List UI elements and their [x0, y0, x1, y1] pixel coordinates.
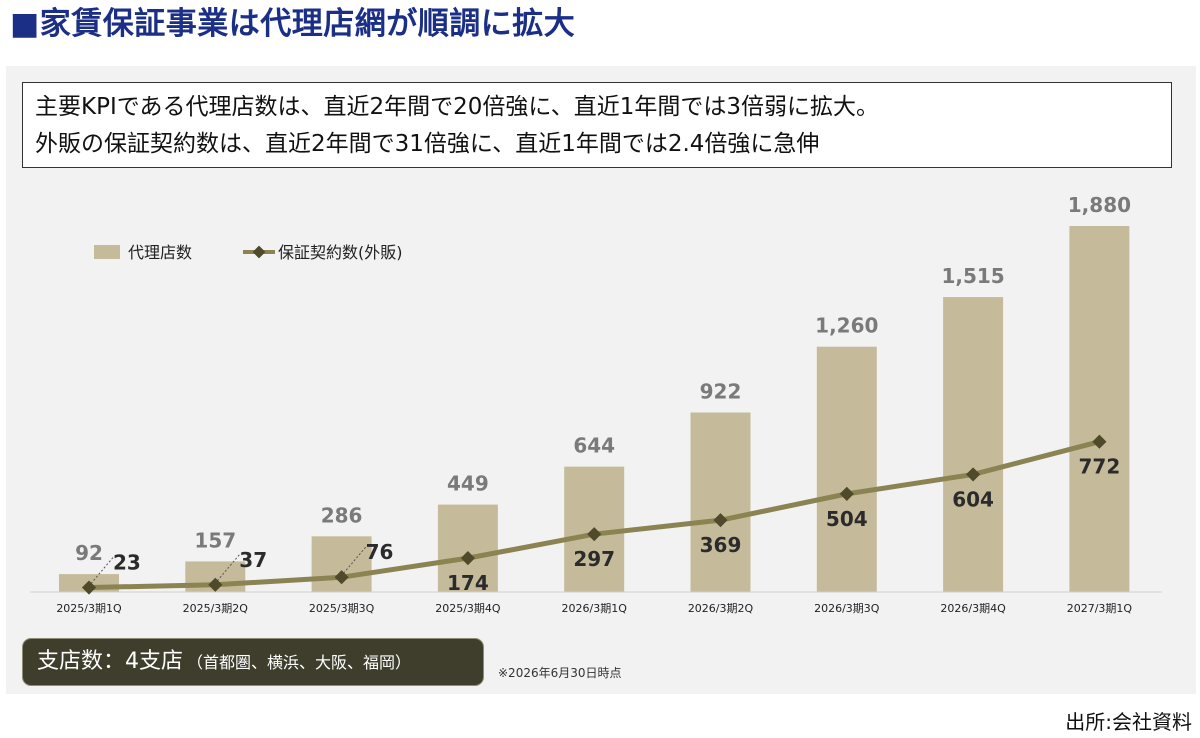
- branch-count-detail: （首都圏、横浜、大阪、福岡）: [187, 653, 412, 672]
- line-marker-9: [1092, 434, 1107, 449]
- line-label-8: 604: [952, 487, 994, 511]
- bar-7: [816, 346, 877, 592]
- line-label-6: 369: [700, 533, 742, 557]
- line-labels-group: 23 37 76 174 297 369 504 604 772: [113, 455, 1120, 595]
- leader-lines-group: [90, 546, 366, 584]
- line-marker-2: [208, 577, 223, 592]
- bar-9: [1069, 226, 1130, 592]
- leader-line-1: [90, 557, 114, 584]
- line-marker-5: [587, 527, 602, 542]
- page-title: ■家賃保証事業は代理店網が順調に拡大: [10, 6, 576, 42]
- branch-count-box: 支店数：4支店 （首都圏、横浜、大阪、福岡）: [22, 638, 484, 686]
- line-marker-4: [460, 551, 475, 566]
- legend-swatch-bar: [94, 245, 120, 259]
- leader-line-3: [343, 546, 366, 574]
- x-tick-label-1: 2025/3期1Q: [56, 602, 122, 615]
- bar-label-7: 1,260: [815, 314, 878, 338]
- line-marker-3: [334, 570, 349, 585]
- x-tick-label-6: 2026/3期2Q: [688, 602, 754, 615]
- legend-label-line: 保証契約数(外販): [278, 243, 403, 262]
- legend: 代理店数 保証契約数(外販): [94, 243, 403, 262]
- bar-label-9: 1,880: [1068, 193, 1131, 217]
- x-tick-label-9: 2027/3期1Q: [1067, 602, 1133, 615]
- line-marker-6: [713, 513, 728, 528]
- bar-label-4: 449: [447, 472, 489, 496]
- kpi-line-2: 外販の保証契約数は、直近2年間で31倍強に、直近1年間では2.4倍強に急伸: [35, 131, 820, 157]
- bar-8: [943, 297, 1004, 592]
- line-label-2: 37: [239, 548, 267, 572]
- x-tick-label-5: 2026/3期1Q: [562, 602, 628, 615]
- leader-line-2: [216, 554, 240, 582]
- kpi-line-1: 主要KPIである代理店数は、直近2年間で20倍強に、直近1年間では3倍弱に拡大。: [35, 94, 879, 120]
- x-tick-label-4: 2025/3期4Q: [435, 602, 501, 615]
- markers-group: [81, 434, 1107, 595]
- line-label-9: 772: [1079, 455, 1121, 479]
- bar-labels-group: 92 157 286 449 644 922 1,260 1,515 1,880: [75, 193, 1131, 565]
- date-note: ※2026年6月30日時点: [498, 666, 622, 680]
- line-label-7: 504: [826, 507, 868, 531]
- bar-label-1: 92: [75, 541, 103, 565]
- x-tick-label-2: 2025/3期2Q: [183, 602, 249, 615]
- branch-count-main: 支店数：4支店: [37, 649, 183, 674]
- line-marker-8: [966, 467, 981, 482]
- line-label-4: 174: [447, 571, 489, 595]
- x-tick-label-8: 2026/3期4Q: [940, 602, 1006, 615]
- legend-swatch-marker: [252, 245, 266, 259]
- line-label-5: 297: [573, 547, 615, 571]
- source-note: 出所:会社資料: [1065, 710, 1192, 734]
- bar-label-3: 286: [321, 503, 363, 527]
- line-label-1: 23: [113, 551, 141, 575]
- bar-label-6: 922: [700, 380, 742, 404]
- bar-4: [437, 504, 498, 592]
- line-marker-1: [81, 580, 97, 595]
- tick-labels-group: 2025/3期1Q 2025/3期2Q 2025/3期3Q 2025/3期4Q 2026…: [56, 602, 1132, 615]
- legend-label-bar: 代理店数: [128, 243, 192, 262]
- bar-label-8: 1,515: [941, 264, 1004, 288]
- bar-label-2: 157: [194, 528, 236, 552]
- line-label-3: 76: [366, 540, 394, 564]
- kpi-summary-box: 主要KPIである代理店数は、直近2年間で20倍強に、直近1年間では3倍弱に拡大。…: [22, 82, 1172, 168]
- bar-label-5: 644: [573, 434, 615, 458]
- bar-6: [690, 412, 751, 592]
- x-tick-label-7: 2026/3期3Q: [814, 602, 880, 615]
- x-tick-label-3: 2025/3期3Q: [309, 602, 375, 615]
- line-marker-7: [839, 486, 854, 501]
